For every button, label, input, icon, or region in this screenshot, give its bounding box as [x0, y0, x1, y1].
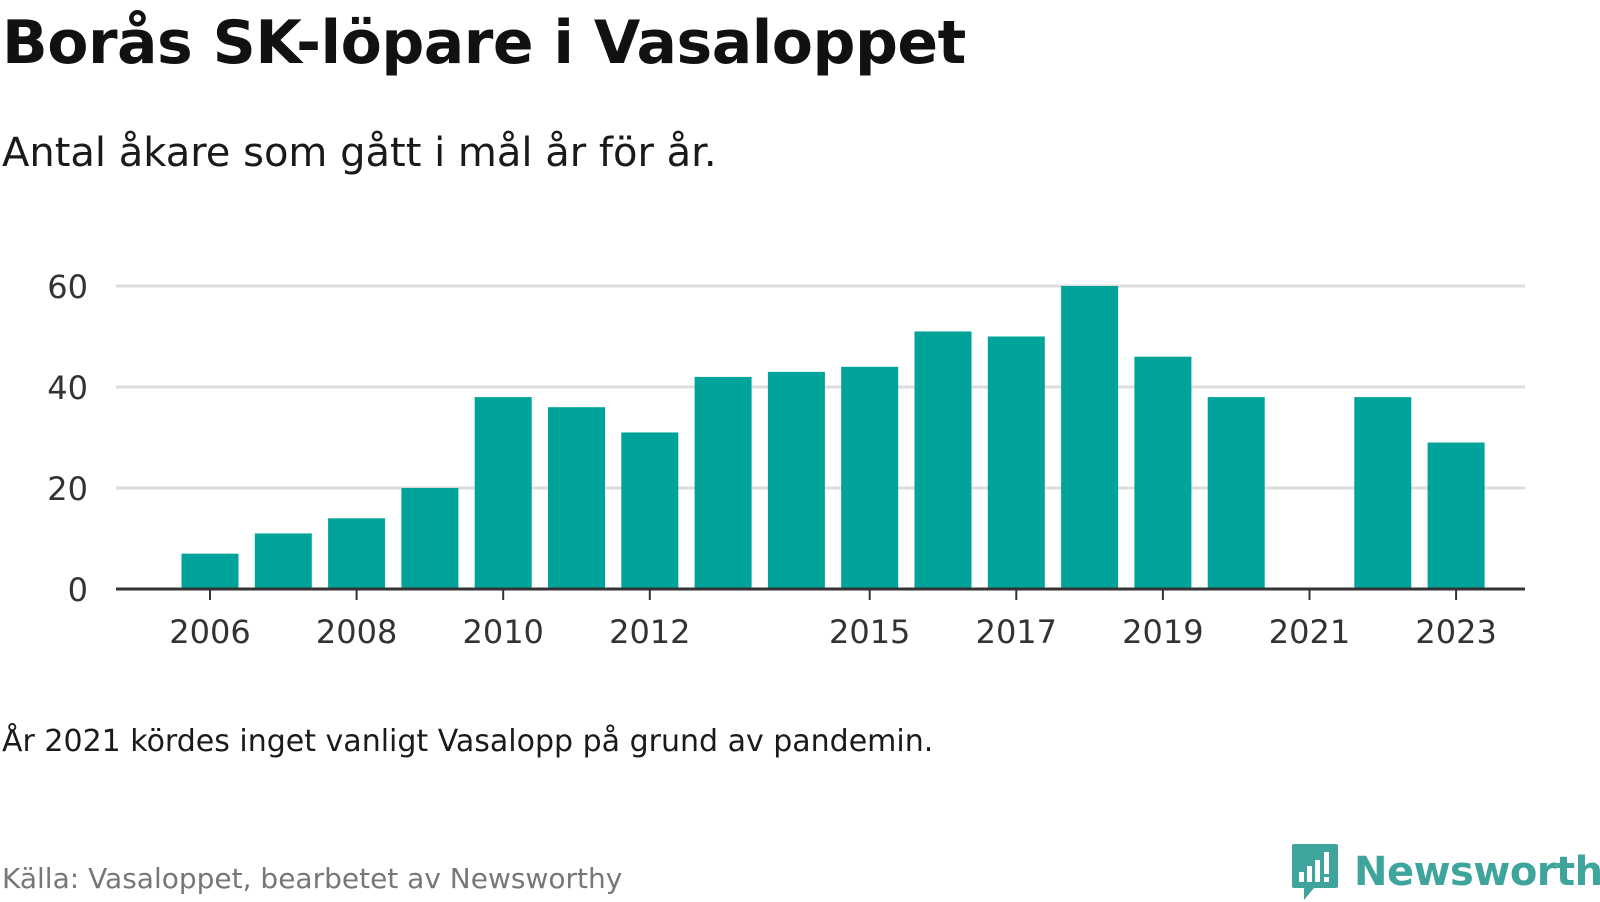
logo-text: Newsworthy [1354, 849, 1600, 895]
y-tick-label: 0 [68, 571, 88, 609]
x-tick-label: 2012 [609, 613, 690, 651]
bar-2011 [548, 407, 605, 589]
axes: 0 20 40 60 2006 2008 2010 2012 2015 2017 2019 2021 2… [47, 268, 1525, 651]
y-tick-label: 20 [47, 470, 88, 508]
x-tick-label: 2010 [462, 613, 543, 651]
x-tick-label: 2021 [1269, 613, 1350, 651]
bar-2006 [181, 553, 239, 589]
x-tick-label: 2017 [976, 613, 1057, 651]
bar-2023 [1427, 442, 1485, 589]
bar-2017 [987, 336, 1045, 589]
x-tick-label: 2019 [1122, 613, 1203, 651]
bar-2020 [1207, 397, 1265, 589]
bar-2016 [914, 331, 972, 589]
bar-2019 [1134, 356, 1192, 589]
newsworthy-logo[interactable]: Newsworthy [1290, 842, 1600, 902]
bar-2012 [621, 432, 679, 589]
x-tick-label: 2008 [316, 613, 397, 651]
bar-2018 [1061, 286, 1119, 589]
y-tick-label: 60 [47, 268, 88, 306]
chart-note: År 2021 kördes inget vanligt Vasalopp på… [2, 724, 934, 759]
bar-2008 [328, 518, 386, 589]
x-tick-label: 2023 [1415, 613, 1496, 651]
bar-2014 [767, 371, 825, 589]
bar-2015 [841, 366, 899, 589]
bar-chart: 0 20 40 60 2006 2008 2010 2012 2015 2017 2019 2021 2… [47, 268, 1525, 651]
bar-2007 [254, 533, 312, 589]
bar-2013 [694, 376, 752, 589]
bar-2010 [474, 397, 532, 589]
bars [181, 286, 1485, 589]
y-tick-label: 40 [47, 369, 88, 407]
source-credit: Källa: Vasaloppet, bearbetet av Newswort… [2, 862, 623, 895]
newsworthy-bar-chart-icon [1292, 844, 1338, 900]
bar-2022 [1354, 397, 1412, 589]
x-tick-label: 2006 [169, 613, 250, 651]
chart-subtitle: Antal åkare som gått i mål år för år. [2, 130, 717, 176]
x-tick-label: 2015 [829, 613, 910, 651]
bar-2009 [401, 488, 459, 589]
chart-title: Borås SK-löpare i Vasaloppet [2, 8, 966, 78]
